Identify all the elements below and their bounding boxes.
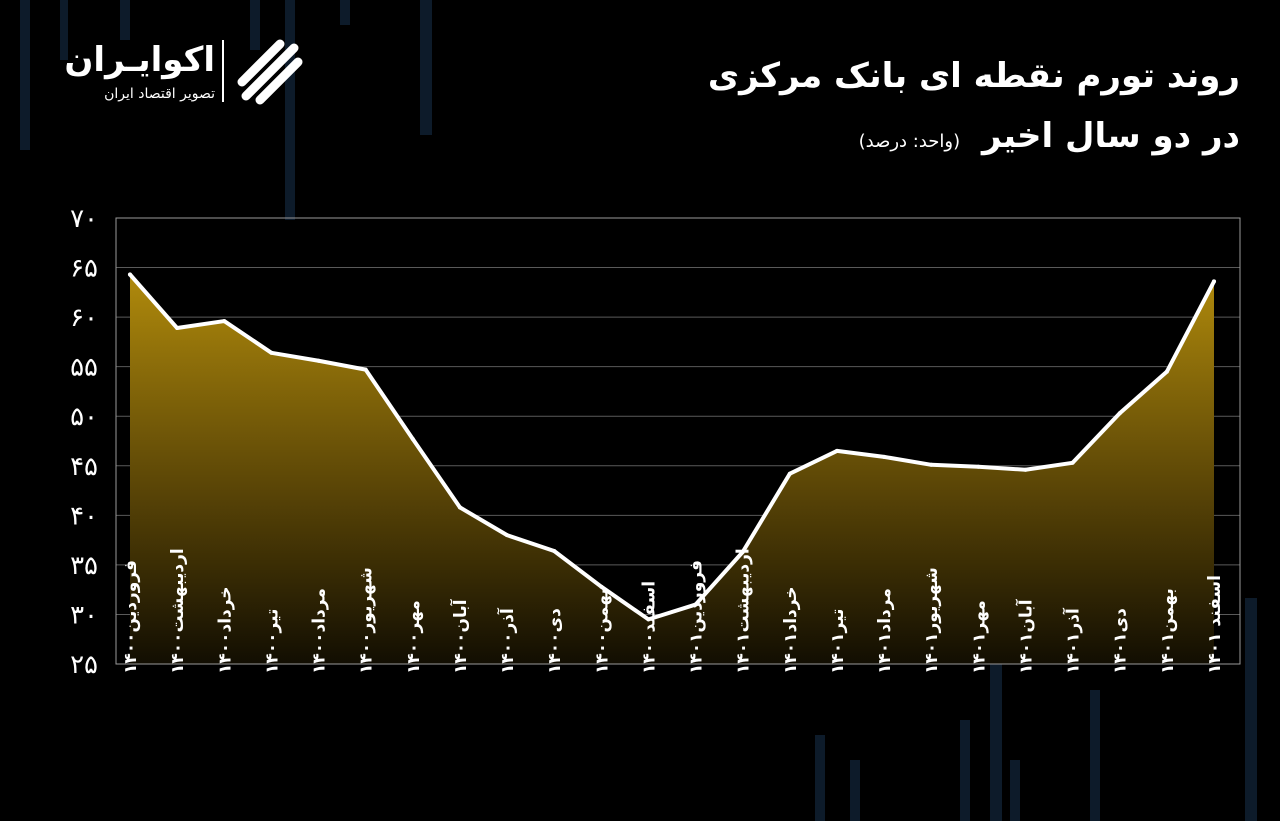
y-tick-label: ۳۰ <box>70 600 98 630</box>
x-tick-label: آذر۱۴۰۰ <box>496 607 518 674</box>
title-line-2: در دو سال اخیر (واحد: درصد) <box>640 106 1240 172</box>
y-tick-label: ۲۵ <box>70 650 98 680</box>
x-tick-label: اردیبهشت۱۴۰۰ <box>168 548 188 674</box>
x-tick-label: خرداد۱۴۰۰ <box>215 586 235 674</box>
x-tick-label: اردیبهشت۱۴۰۱ <box>734 548 754 674</box>
data-point <box>787 471 792 476</box>
plot-border <box>115 217 1241 665</box>
data-point <box>505 533 510 538</box>
logo-divider <box>222 40 224 102</box>
y-tick-label: ۷۰ <box>70 204 98 234</box>
x-tick-label: شهریور۱۴۰۰ <box>357 567 377 674</box>
data-point <box>1212 279 1216 284</box>
data-point <box>740 550 745 555</box>
series-line <box>128 272 1216 622</box>
x-tick-label: خرداد۱۴۰۱ <box>781 586 801 674</box>
data-point <box>929 462 934 467</box>
y-axis-ticks: ۲۵ ۳۰ ۳۵ ۴۰ ۴۵ ۵۰ ۵۵ ۶۰ ۶۵ ۷۰ <box>70 204 98 680</box>
data-point <box>976 464 981 469</box>
x-tick-label: شهریور۱۴۰۱ <box>922 567 942 674</box>
data-points <box>128 272 1216 622</box>
brand-tagline: تصویر اقتصاد ایران <box>104 86 215 102</box>
x-tick-label: تیر۱۴۰۰ <box>262 609 282 674</box>
x-tick-label: اسفند ۱۴۰۱ <box>1205 575 1225 674</box>
y-tick-label: ۵۰ <box>70 402 98 432</box>
unit-label: (واحد: درصد) <box>858 131 961 152</box>
data-point <box>175 326 180 331</box>
data-point <box>269 350 274 355</box>
data-point <box>222 319 227 324</box>
x-tick-label: تیر۱۴۰۱ <box>828 609 848 674</box>
x-axis-ticks: فروردین۱۴۰۰ اردیبهشت۱۴۰۰ خرداد۱۴۰۰ تیر۱۴۰۰ م… <box>121 548 1225 674</box>
x-tick-label: بهمن۱۴۰۱ <box>1158 588 1178 674</box>
brand-name: اکوایـران <box>64 40 215 80</box>
logo-icon <box>237 39 303 105</box>
data-point <box>316 358 321 363</box>
data-point <box>882 454 887 459</box>
data-point <box>128 272 132 277</box>
y-tick-label: ۶۵ <box>70 254 98 284</box>
data-point <box>1023 467 1028 472</box>
data-point <box>552 549 557 554</box>
data-point <box>1070 460 1075 465</box>
data-point <box>693 602 698 607</box>
data-point <box>363 367 368 372</box>
data-point <box>410 437 415 442</box>
y-tick-label: ۳۵ <box>70 551 98 581</box>
area-path <box>130 274 1214 664</box>
x-tick-label: مهر۱۴۰۱ <box>969 600 989 674</box>
x-tick-label: آبان۱۴۰۰ <box>449 598 471 674</box>
y-tick-label: ۴۵ <box>70 452 98 482</box>
y-tick-label: ۶۰ <box>70 303 98 333</box>
data-point <box>599 584 604 589</box>
x-tick-label: دی۱۴۰۱ <box>1111 608 1131 674</box>
series-polyline <box>128 272 1216 622</box>
x-tick-label: اسفند۱۴۰۰ <box>639 581 659 674</box>
data-point <box>1164 369 1169 374</box>
y-tick-label: ۴۰ <box>70 501 98 531</box>
title-line-2-text: در دو سال اخیر <box>981 116 1240 156</box>
title-line-1: روند تورم نقطه ای بانک مرکزی <box>707 56 1240 96</box>
chart-title: روند تورم نقطه ای بانک مرکزی در دو سال ا… <box>640 46 1240 172</box>
x-tick-label: مرداد۱۴۰۱ <box>875 588 895 674</box>
x-tick-label: بهمن۱۴۰۰ <box>592 588 612 674</box>
x-tick-label: دی۱۴۰۰ <box>545 608 565 674</box>
data-point <box>1117 411 1122 416</box>
x-tick-label: فروردین۱۴۰۱ <box>687 560 707 674</box>
plot-frame <box>115 217 1241 665</box>
data-point <box>834 448 839 453</box>
area-fill <box>130 274 1214 664</box>
data-point <box>457 505 462 510</box>
x-tick-label: آبان۱۴۰۱ <box>1014 598 1036 674</box>
x-tick-label: مرداد۱۴۰۰ <box>310 588 330 674</box>
data-point <box>646 617 651 622</box>
x-tick-label: آذر۱۴۰۱ <box>1062 607 1084 674</box>
y-tick-label: ۵۵ <box>70 353 98 383</box>
x-tick-label: مهر۱۴۰۰ <box>404 600 424 674</box>
x-tick-label: فروردین۱۴۰۰ <box>121 560 141 674</box>
